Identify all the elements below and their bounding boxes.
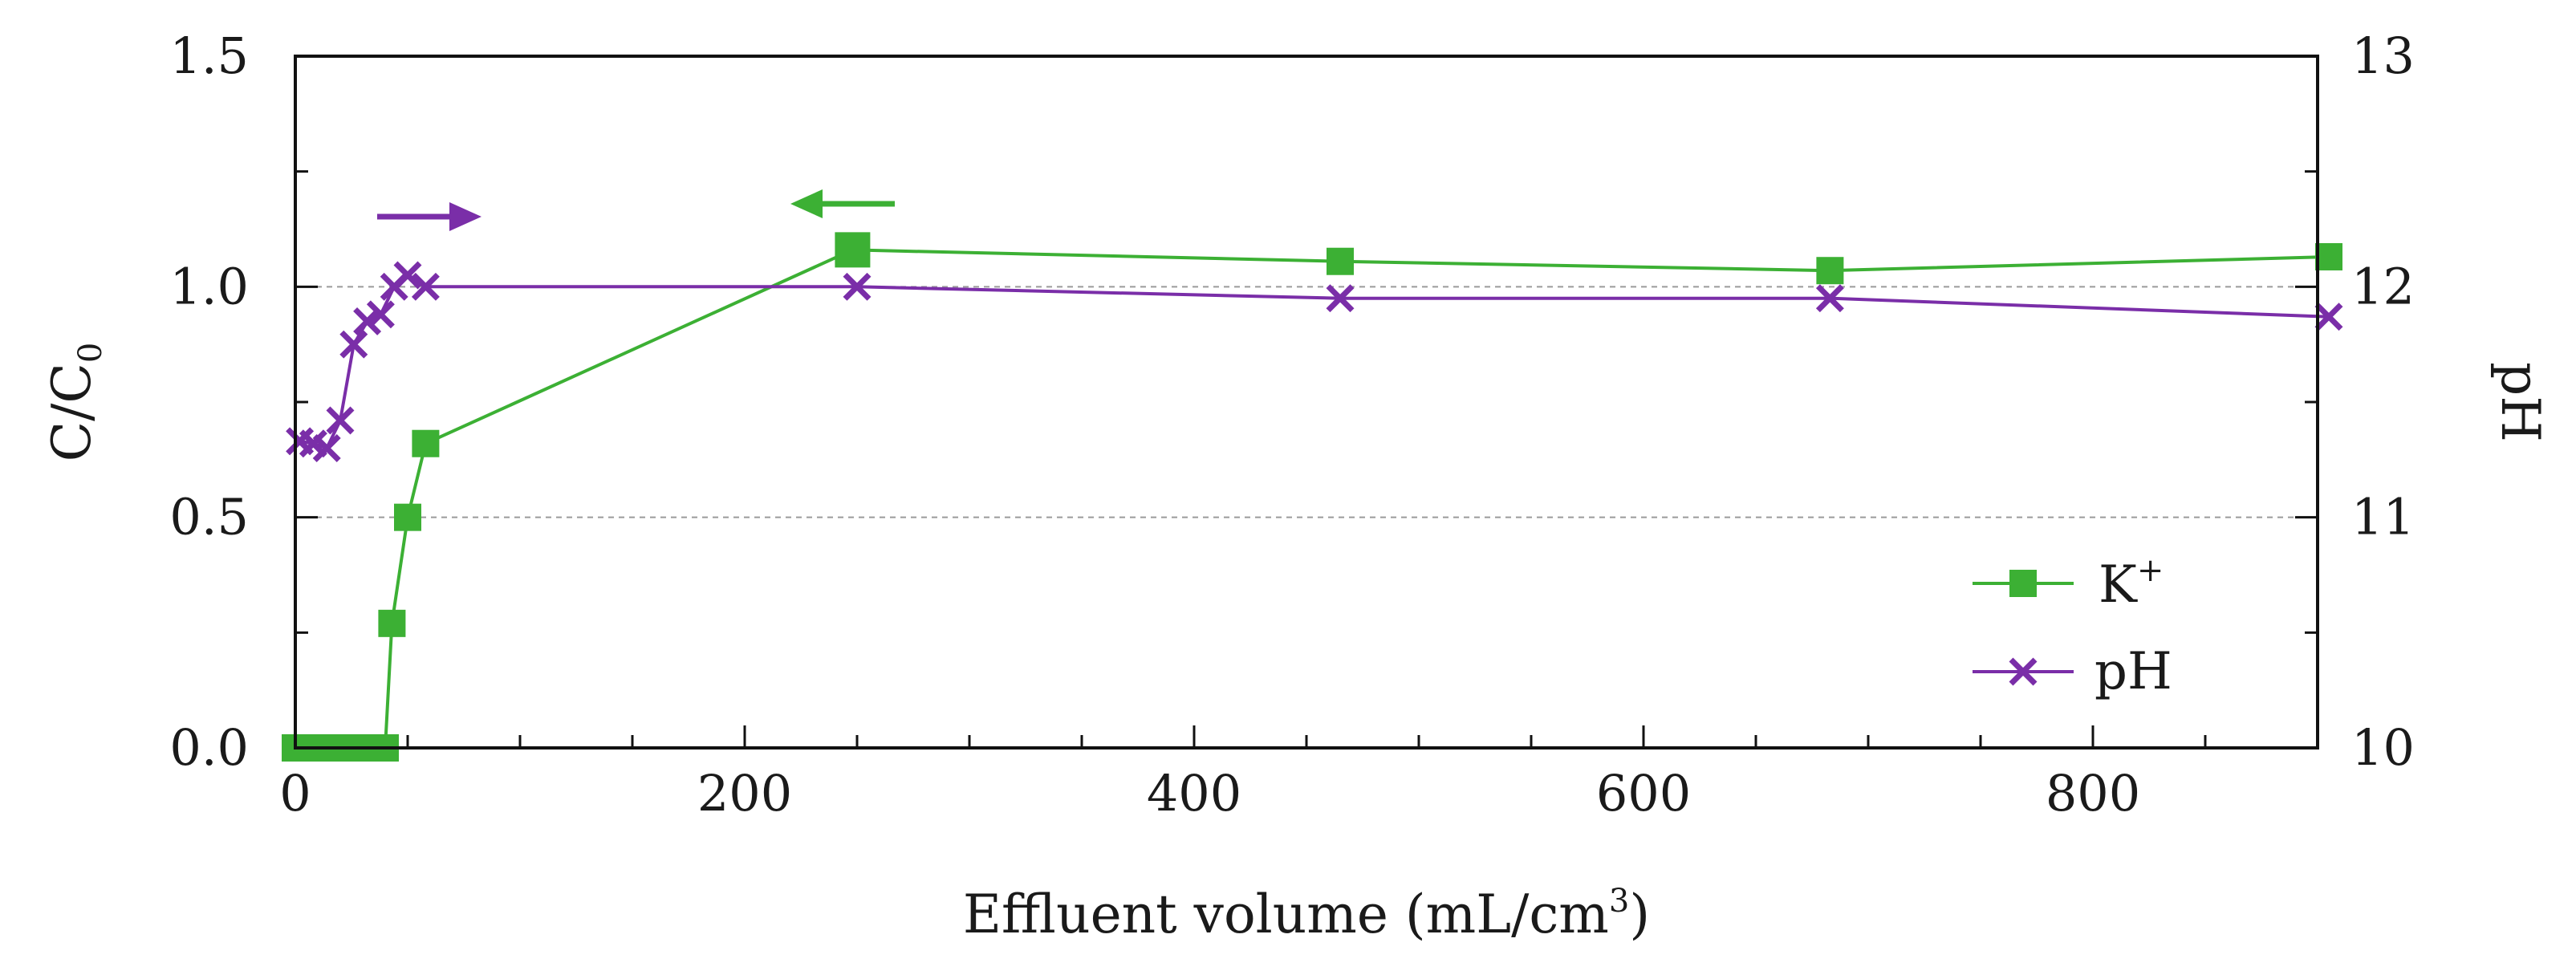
data-point-pH bbox=[1815, 284, 1844, 313]
legend-item-ph: pH bbox=[1973, 642, 2172, 701]
y-left-tick-label: 0.0 bbox=[169, 718, 249, 777]
x-tick-label: 600 bbox=[1596, 764, 1691, 823]
legend-label-k-superscript: + bbox=[2137, 552, 2164, 589]
x-marker-stroke bbox=[393, 261, 422, 290]
x-marker-stroke bbox=[2314, 303, 2343, 331]
y-left-tick-label: 0.5 bbox=[169, 488, 249, 546]
data-point-pH bbox=[843, 272, 872, 301]
data-point-K bbox=[394, 503, 421, 531]
arrow-right-head bbox=[449, 202, 481, 231]
data-point-K bbox=[412, 429, 440, 457]
x-marker-stroke bbox=[353, 307, 382, 335]
axes-layer: 0 200 400 600 800 0.0 0.5 1.0 1.5 10 11 12 13 Effluen… bbox=[41, 26, 2551, 945]
x-axis-title: Effluent volume (mL/cm3) bbox=[963, 883, 1650, 945]
y-left-tick-label: 1.0 bbox=[169, 257, 249, 315]
legend-label-ph: pH bbox=[2095, 642, 2172, 701]
x-marker-stroke bbox=[299, 429, 327, 458]
x-tick-label: 0 bbox=[279, 764, 311, 823]
y-right-tick-label: 10 bbox=[2351, 718, 2415, 777]
x-axis-title-text: Effluent volume (mL/cm bbox=[963, 884, 1609, 945]
y-right-axis-title: pH bbox=[2489, 362, 2551, 442]
x-marker-stroke bbox=[339, 330, 368, 359]
grid-layer bbox=[295, 286, 2318, 518]
legend-marker-ph bbox=[2009, 657, 2038, 686]
x-marker-stroke bbox=[326, 406, 355, 435]
legend: K+ pH bbox=[1973, 552, 2172, 701]
x-marker-stroke bbox=[1326, 284, 1355, 313]
data-point-pH bbox=[312, 433, 341, 462]
annotation-layer bbox=[377, 189, 895, 231]
legend-label-k-text: K bbox=[2099, 555, 2138, 615]
data-point-pH bbox=[2314, 303, 2343, 331]
data-point-pH bbox=[353, 307, 382, 335]
x-marker-stroke bbox=[411, 272, 440, 301]
x-marker-stroke bbox=[286, 427, 315, 456]
data-point-K bbox=[1816, 257, 1844, 285]
y-left-tick-label: 1.5 bbox=[169, 26, 249, 85]
data-point-K bbox=[2315, 242, 2342, 270]
legend-marker-k bbox=[2009, 570, 2037, 597]
x-tick-label: 200 bbox=[697, 764, 792, 823]
data-point-pH bbox=[339, 330, 368, 359]
legend-item-k: K+ bbox=[1973, 552, 2164, 615]
x-marker-stroke bbox=[366, 300, 395, 329]
data-point-K bbox=[1327, 247, 1354, 275]
x-tick-label: 800 bbox=[2046, 764, 2140, 823]
data-point-K bbox=[835, 232, 871, 268]
y-right-tick-label: 12 bbox=[2351, 257, 2415, 315]
data-point-pH bbox=[366, 300, 395, 329]
x-axis-title-superscript: 3 bbox=[1609, 883, 1629, 920]
legend-label-k: K+ bbox=[2099, 552, 2164, 615]
data-point-pH bbox=[1326, 284, 1355, 313]
x-marker-stroke bbox=[1815, 284, 1844, 313]
plot-frame bbox=[294, 55, 2319, 750]
arrow-left-head bbox=[790, 189, 823, 218]
x-tick-label: 400 bbox=[1147, 764, 1241, 823]
data-point-pH bbox=[326, 406, 355, 435]
x-axis-title-suffix: ) bbox=[1629, 884, 1650, 945]
x-marker-stroke bbox=[843, 272, 872, 301]
data-point-pH bbox=[411, 272, 440, 301]
x-marker-stroke bbox=[312, 433, 341, 462]
y-left-axis-title-subscript: 0 bbox=[72, 343, 109, 363]
y-left-axis-title: C/C0 bbox=[41, 343, 109, 462]
y-right-tick-label: 11 bbox=[2351, 488, 2415, 546]
data-point-pH bbox=[393, 261, 422, 290]
y-left-axis-title-text: C/C bbox=[41, 363, 103, 461]
y-right-tick-label: 13 bbox=[2351, 26, 2415, 85]
data-point-K bbox=[378, 609, 406, 637]
